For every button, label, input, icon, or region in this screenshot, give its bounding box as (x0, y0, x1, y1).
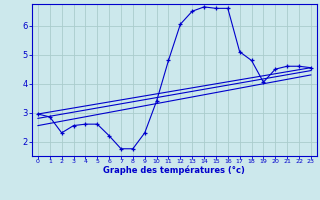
X-axis label: Graphe des températures (°c): Graphe des températures (°c) (103, 166, 245, 175)
